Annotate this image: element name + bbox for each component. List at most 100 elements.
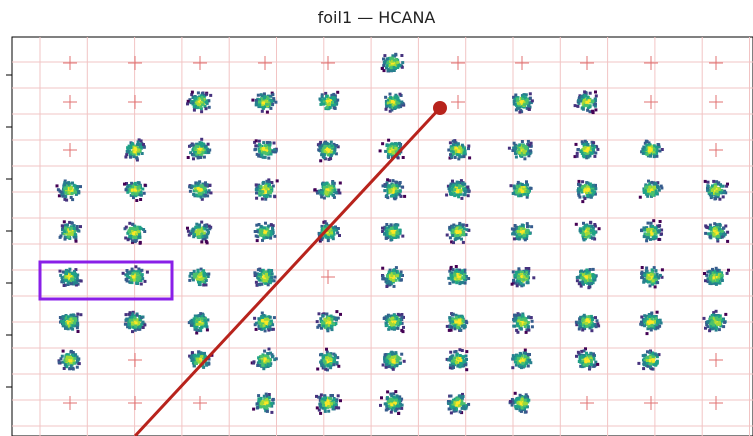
histogram-bin [128, 230, 131, 233]
histogram-bin [319, 146, 322, 149]
histogram-bin [261, 319, 264, 322]
histogram-bin [207, 231, 210, 234]
histogram-bin [64, 226, 67, 229]
histogram-bin [582, 233, 585, 236]
histogram-bin [575, 143, 578, 146]
histogram-bin [390, 66, 393, 69]
histogram-bin [137, 230, 140, 233]
histogram-bin [316, 320, 319, 323]
histogram-bin [63, 284, 66, 287]
histogram-bin [125, 188, 128, 191]
histogram-bin [580, 270, 583, 273]
plot-frame [12, 37, 753, 436]
histogram-bin [526, 275, 529, 278]
histogram-bin [192, 143, 195, 146]
histogram-bin [521, 190, 524, 193]
histogram-bin [335, 310, 338, 313]
histogram-bin [657, 230, 660, 233]
histogram-bin [452, 313, 455, 316]
histogram-bin [388, 271, 391, 274]
histogram-bin [200, 240, 203, 243]
histogram-bin [318, 312, 321, 315]
histogram-bin [398, 182, 401, 185]
histogram-bin [529, 92, 532, 95]
histogram-bin [255, 139, 258, 142]
histogram-bin [461, 182, 464, 185]
histogram-bin [707, 181, 710, 184]
histogram-bin [467, 190, 470, 193]
histogram-bin [645, 186, 648, 189]
histogram-bin [594, 152, 597, 155]
histogram-bin [706, 184, 709, 187]
histogram-bin [131, 272, 134, 275]
histogram-bin [462, 231, 465, 234]
histogram-bin [656, 273, 659, 276]
histogram-bin [510, 184, 513, 187]
histogram-bin [200, 185, 203, 188]
histogram-bin [60, 235, 63, 238]
histogram-bin [74, 275, 77, 278]
histogram-bin [273, 142, 276, 145]
histogram-bin [382, 277, 385, 280]
histogram-bin [513, 100, 516, 103]
histogram-bin [319, 159, 322, 162]
histogram-bin [73, 322, 76, 325]
histogram-bin [67, 235, 70, 238]
histogram-bin [259, 185, 262, 188]
histogram-bin [141, 277, 144, 280]
histogram-bin [589, 195, 592, 198]
histogram-bin [322, 153, 325, 156]
histogram-bin [276, 179, 279, 182]
histogram-bin [722, 195, 725, 198]
histogram-bin [399, 189, 402, 192]
histogram-bin [716, 238, 719, 241]
histogram-bin [260, 230, 263, 233]
histogram-bin [592, 111, 595, 114]
histogram-bin [456, 153, 459, 156]
histogram-bin [132, 232, 135, 235]
histogram-bin [712, 180, 715, 183]
histogram-bin [74, 317, 77, 320]
histogram-bin [575, 223, 578, 226]
histogram-bin [451, 226, 454, 229]
histogram-bin [400, 54, 403, 57]
histogram-bin [654, 285, 657, 288]
histogram-bin [203, 272, 206, 275]
histogram-bin [595, 94, 598, 97]
histogram-bin [273, 235, 276, 238]
histogram-bin [271, 93, 274, 96]
histogram-bin [319, 317, 322, 320]
histogram-bin [454, 327, 457, 330]
histogram-bin [137, 268, 140, 271]
histogram-bin [192, 235, 195, 238]
histogram-bin [530, 225, 533, 228]
histogram-bin [707, 189, 710, 192]
histogram-bin [718, 188, 721, 191]
histogram-bin [396, 98, 399, 101]
histogram-bin [208, 225, 211, 228]
histogram-bin [527, 140, 530, 143]
histogram-bin [205, 107, 208, 110]
histogram-bin [73, 224, 76, 227]
histogram-bin [526, 231, 529, 234]
histogram-bin [254, 273, 257, 276]
histogram-bin [525, 267, 528, 270]
histogram-bin [526, 225, 529, 228]
histogram-bin [460, 197, 463, 200]
histogram-bin [591, 189, 594, 192]
histogram-bin [525, 147, 528, 150]
histogram-bin [265, 273, 268, 276]
histogram-bin [62, 322, 65, 325]
histogram-bin [271, 323, 274, 326]
histogram-bin [75, 281, 78, 284]
histogram-bin [385, 108, 388, 111]
histogram-bin [453, 325, 456, 328]
histogram-bin [186, 102, 189, 105]
histogram-bin [271, 103, 274, 106]
histogram-bin [327, 317, 330, 320]
histogram-bin [320, 196, 323, 199]
histogram-bin [131, 223, 134, 226]
histogram-bin [389, 282, 392, 285]
histogram-bin [462, 241, 465, 244]
histogram-bin [654, 270, 657, 273]
